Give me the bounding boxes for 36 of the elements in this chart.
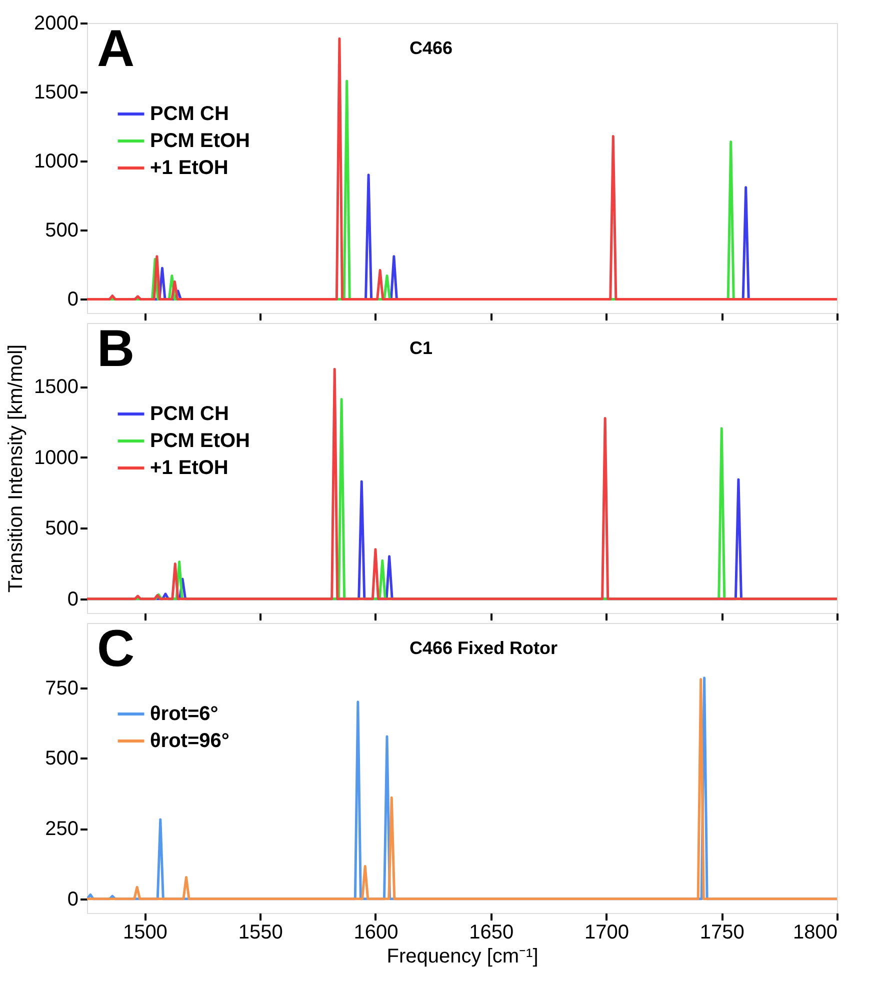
legend-label: PCM EtOH <box>150 130 250 152</box>
x-tick-label: 1700 <box>584 922 629 944</box>
x-tick-label: 1500 <box>122 922 168 944</box>
annotation: C <box>97 620 135 678</box>
y-tick-label: 500 <box>45 220 78 242</box>
legend-label: PCM CH <box>150 403 229 425</box>
x-tick-label: 1750 <box>700 922 744 944</box>
text: C1 <box>410 338 433 358</box>
x-tick-label: 1550 <box>238 922 283 944</box>
annotation: A <box>97 20 135 78</box>
y-tick-label: 2000 <box>34 12 78 34</box>
y-tick-label: 1500 <box>34 82 78 104</box>
y-axis-title: Transition Intensity [km/mol] <box>5 344 28 593</box>
legend-label: PCM EtOH <box>150 430 250 452</box>
y-tick-label: 1000 <box>34 446 78 469</box>
y-tick-label: 0 <box>67 588 78 610</box>
y-tick-label: 500 <box>45 748 78 770</box>
legend-label: +1 EtOH <box>150 157 228 179</box>
x-tick-label: 1650 <box>469 922 514 944</box>
y-tick-label: 750 <box>45 677 78 700</box>
text: C466 <box>410 38 453 58</box>
legend-label: PCM CH <box>150 103 229 125</box>
legend-label: θrot=6° <box>150 703 218 725</box>
x-axis-title: Frequency [cm⁻¹] <box>386 946 538 968</box>
y-tick-label: 0 <box>67 288 78 311</box>
legend-label: +1 EtOH <box>150 457 228 479</box>
legend-label: θrot=96° <box>150 730 230 752</box>
y-tick-label: 0 <box>67 888 78 910</box>
x-tick-label: 1600 <box>354 922 398 944</box>
y-tick-label: 1000 <box>34 150 78 173</box>
y-tick-label: 250 <box>45 818 78 840</box>
y-tick-label: 1500 <box>34 376 78 398</box>
y-tick-label: 500 <box>45 518 78 540</box>
annotation: B <box>97 320 135 378</box>
text: C466 Fixed Rotor <box>410 638 558 658</box>
x-tick-label: 1800 <box>793 922 838 944</box>
